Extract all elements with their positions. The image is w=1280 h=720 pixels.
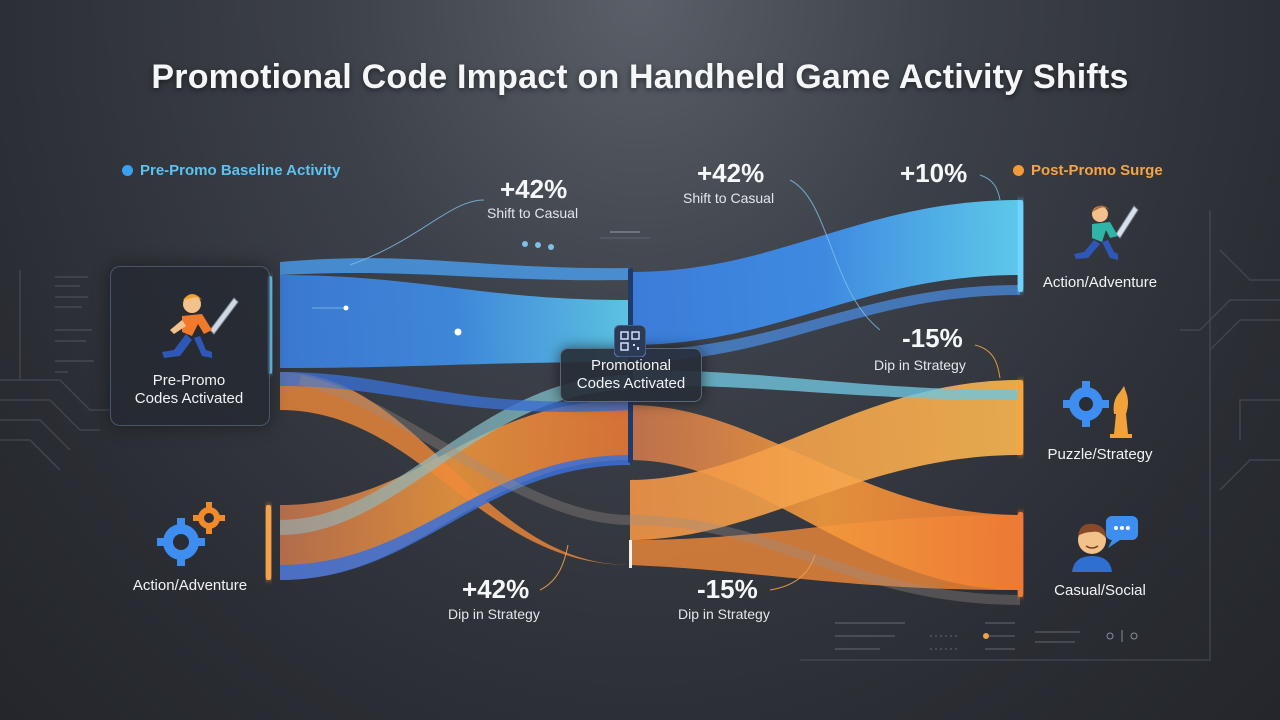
- annotation-value-2: +42%: [697, 158, 765, 188]
- annotation-text-1: Shift to Casual: [487, 205, 579, 221]
- node-promotional-codes: Promotional Codes Activated: [560, 348, 702, 402]
- person-chat-icon: [1072, 516, 1138, 572]
- legend-post-label: Post-Promo Surge: [1031, 162, 1163, 179]
- annotation-value-6: -15%: [697, 574, 758, 604]
- node-card-pre-promo: [110, 266, 270, 426]
- node-label-casual: Casual/Social: [1054, 582, 1146, 599]
- annotation-text-2: Shift to Casual: [683, 190, 775, 206]
- legend-pre: Pre-Promo Baseline Activity: [122, 162, 340, 179]
- node-label-pre-promo-text: Pre-Promo Codes Activated: [134, 372, 244, 407]
- legend-dot-orange: [1013, 165, 1024, 176]
- node-label-pre-promo: Pre-Promo Codes Activated: [110, 372, 268, 408]
- annotation-text-6: Dip in Strategy: [678, 606, 770, 622]
- legend-pre-label: Pre-Promo Baseline Activity: [140, 162, 341, 179]
- flow-gray-cross: [299, 375, 1021, 605]
- qr-code-icon: [614, 325, 646, 357]
- flow-blue-main: [280, 275, 630, 368]
- annotation-text-4: Dip in Strategy: [874, 357, 966, 373]
- annotation-text-5: Dip in Strategy: [448, 606, 540, 622]
- flow-orange-casual: [630, 405, 1020, 590]
- flow-blue-action: [630, 200, 1020, 345]
- gears-icon: [157, 502, 225, 566]
- node-label-promotional: Promotional Codes Activated: [576, 357, 686, 392]
- node-label-puzzle: Puzzle/Strategy: [1047, 446, 1153, 463]
- node-label-action-left: Action/Adventure: [132, 577, 248, 594]
- flow-blue-bottom: [280, 455, 630, 580]
- runner-sword-icon: [162, 294, 239, 358]
- annotation-value-1: +42%: [500, 174, 568, 204]
- flow-blue-low: [280, 372, 630, 412]
- circuit-decoration: [0, 210, 1280, 661]
- annotation-value-5: +42%: [462, 574, 530, 604]
- flow-blue-right: [630, 285, 1020, 362]
- flow-orange-puzzle: [630, 380, 1020, 540]
- legend-dot-blue: [122, 165, 133, 176]
- annotation-value-3: +10%: [900, 158, 968, 188]
- runner-sword-icon: [1074, 205, 1139, 260]
- page-title: Promotional Code Impact on Handheld Game…: [151, 58, 1129, 96]
- flow-blue-thin-top: [280, 258, 630, 281]
- flow-teal-2: [630, 370, 1020, 400]
- node-label-action-right: Action/Adventure: [1042, 274, 1158, 291]
- panel-decoration: [835, 622, 1080, 650]
- annotation-value-4: -15%: [902, 323, 963, 353]
- gear-chess-icon: [1063, 381, 1132, 438]
- legend-post: Post-Promo Surge: [1013, 162, 1163, 179]
